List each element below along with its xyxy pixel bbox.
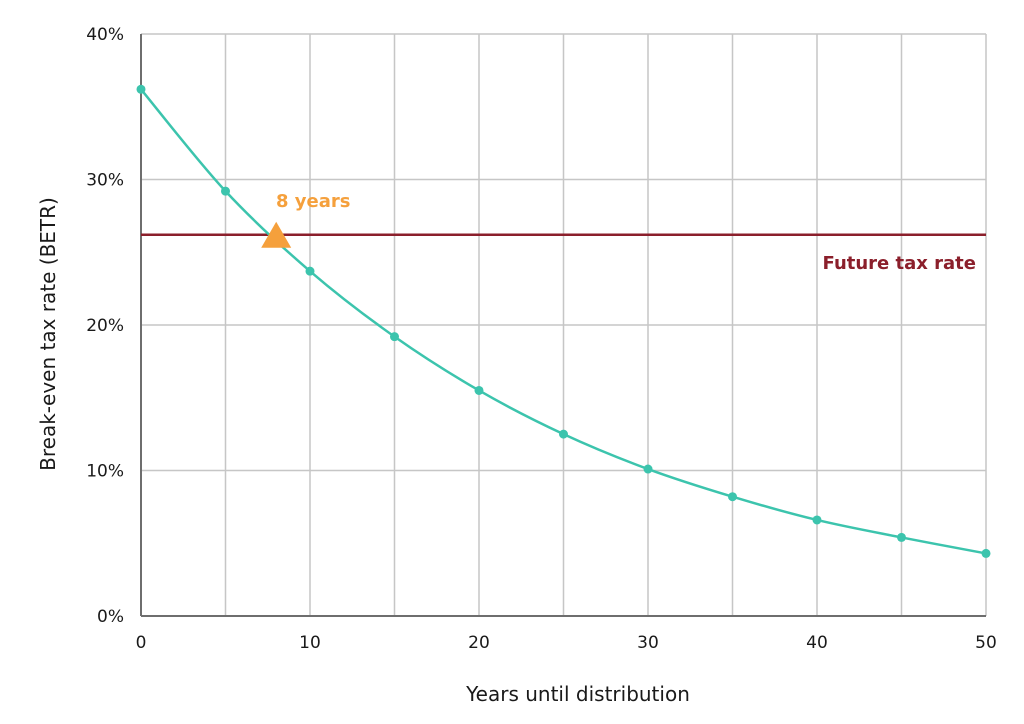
data-point bbox=[897, 532, 906, 542]
y-tick-label: 0% bbox=[97, 607, 124, 627]
x-tick-label: 50 bbox=[975, 633, 997, 653]
data-point bbox=[136, 84, 146, 94]
data-point bbox=[728, 492, 737, 502]
x-tick-label: 40 bbox=[806, 633, 828, 653]
x-tick-label: 20 bbox=[468, 633, 490, 653]
future-tax-rate-label: Future tax rate bbox=[823, 253, 976, 274]
y-tick-label: 20% bbox=[86, 316, 124, 336]
data-point bbox=[474, 385, 484, 395]
data-point bbox=[559, 429, 568, 439]
y-tick-label: 10% bbox=[86, 462, 124, 482]
y-tick-label: 40% bbox=[86, 25, 124, 45]
breakeven-triangle-marker bbox=[261, 221, 292, 248]
x-tick-label: 10 bbox=[299, 633, 321, 653]
y-tick-labels: 0% 10% 20% 30% 40% bbox=[86, 25, 124, 627]
data-point bbox=[812, 515, 822, 525]
breakeven-annotation-label: 8 years bbox=[276, 191, 350, 212]
data-point bbox=[221, 186, 230, 196]
y-axis-title: Break-even tax rate (BETR) bbox=[36, 197, 60, 471]
data-point bbox=[305, 266, 315, 276]
data-point bbox=[390, 332, 399, 342]
x-tick-labels: 0 10 20 30 40 50 bbox=[136, 633, 997, 653]
x-tick-label: 0 bbox=[136, 633, 147, 653]
y-tick-label: 30% bbox=[86, 171, 124, 191]
data-point bbox=[981, 548, 991, 558]
x-axis-title: Years until distribution bbox=[465, 682, 690, 706]
grid-lines bbox=[141, 33, 987, 616]
data-point bbox=[643, 464, 653, 474]
x-tick-label: 30 bbox=[637, 633, 659, 653]
